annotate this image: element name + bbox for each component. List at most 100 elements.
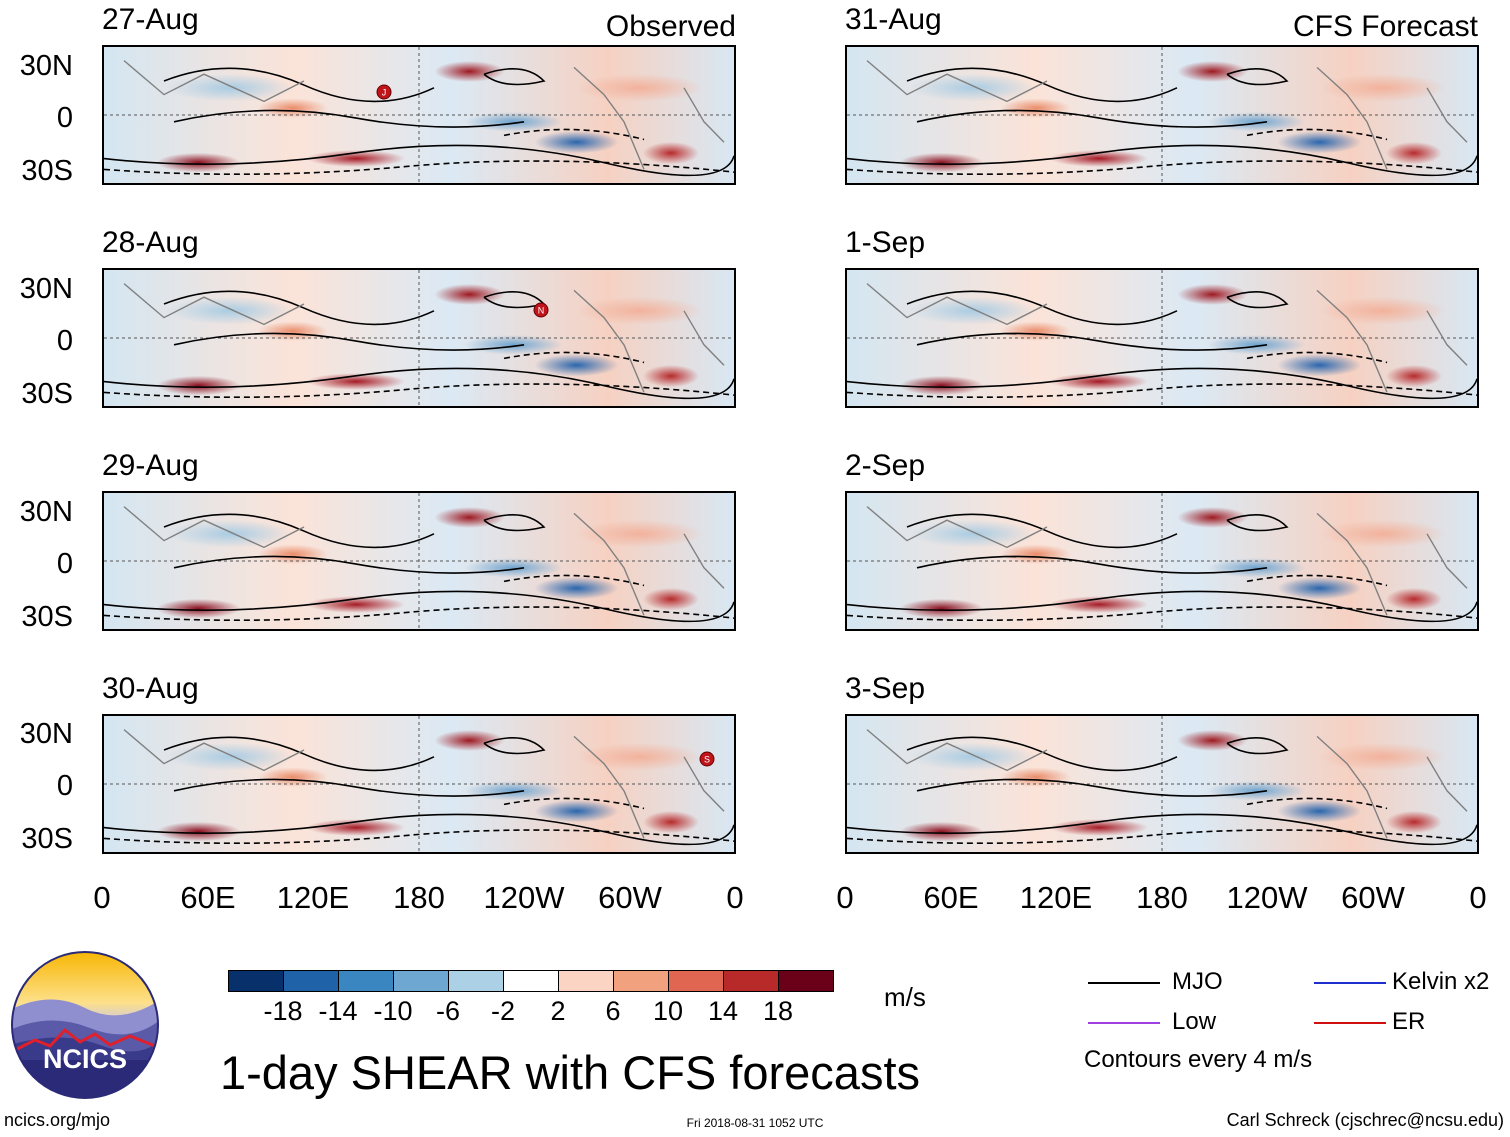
mjo-contour [847,367,1477,400]
colorbar-cell [338,970,394,992]
mjo-contour [173,555,525,574]
legend-label-kelvin: Kelvin x2 [1392,968,1490,995]
y-tick-label: 0 [56,325,73,357]
colorbar-label: 2 [550,996,566,1026]
storm-marker: N [533,302,549,318]
x-tick-label: 60W [1341,880,1405,915]
y-tick-label: 30N [19,50,73,82]
mjo-contour [916,332,1268,351]
x-tick-label: 0 [1469,880,1487,915]
shear-map-forecast-4 [845,714,1479,854]
mjo-contour [1246,351,1388,364]
mjo-contour [1226,514,1289,532]
x-tick-label: 0 [93,880,111,915]
observed-label: Observed [605,10,736,43]
legend-line-mjo [1088,982,1160,984]
mjo-contour [847,813,1477,846]
colorbar-label: 10 [652,996,684,1026]
footer-author: Carl Schreck (cjschrec@ncsu.edu) [1226,1110,1504,1130]
coastline [123,729,725,839]
map-overlay [847,270,1477,406]
colorbar-cell [283,970,339,992]
mjo-contour [916,778,1268,797]
y-tick-label: 30S [21,155,73,187]
mjo-contour [1226,291,1289,309]
mjo-contour [847,829,1477,845]
colorbar-cell [778,970,834,992]
mjo-contour [503,797,645,810]
x-tick-label: 60E [180,880,236,915]
mjo-contour [104,144,734,177]
colorbar-cell [613,970,669,992]
units-label: m/s [884,982,926,1012]
svg-text:J: J [382,88,387,98]
colorbar-label: -2 [490,996,515,1026]
legend-label-er: ER [1392,1008,1426,1035]
svg-text:N: N [538,306,545,316]
mjo-contour [163,513,435,549]
mjo-contour [483,737,546,755]
mjo-contour [104,813,734,846]
colorbar-cell [228,970,284,992]
mjo-contour [104,367,734,400]
panel-date: 1-Sep [845,226,926,259]
colorbar-label: 18 [762,996,794,1026]
x-tick-label: 0 [726,880,744,915]
ncics-logo: NCICS [10,950,160,1100]
colorbar-cell [668,970,724,992]
panel-date: 2-Sep [845,449,926,482]
footer-timestamp: Fri 2018-08-31 1052 UTC [686,1116,824,1130]
y-tick-label: 0 [56,548,73,580]
mjo-contour [483,68,546,86]
panel-date: 3-Sep [845,672,926,705]
colorbar-label: -6 [435,996,460,1026]
y-tick-label: 30N [19,718,73,750]
shear-map-forecast-1 [845,45,1479,185]
mjo-contour [847,144,1477,177]
coastline [866,60,1468,170]
x-tick-label: 60W [598,880,662,915]
mjo-contour [1246,797,1388,810]
map-overlay: N [104,270,734,406]
x-tick-label: 60E [923,880,979,915]
coastline [123,283,725,393]
mjo-contour [847,606,1477,622]
mjo-contour [104,160,734,176]
mjo-contour [1246,128,1388,141]
mjo-contour [173,778,525,797]
mjo-contour [906,736,1178,772]
y-tick-label: 0 [56,770,73,802]
panel-date: 28-Aug [102,226,199,259]
mjo-contour [163,736,435,772]
mjo-contour [163,67,435,103]
mjo-contour [483,514,546,532]
x-tick-label: 0 [836,880,854,915]
colorbar-label: -10 [373,996,413,1026]
footer-url[interactable]: ncics.org/mjo [4,1110,111,1130]
mjo-contour [906,290,1178,326]
y-tick-label: 30S [21,601,73,633]
storm-marker: J [376,84,392,100]
mjo-contour [916,109,1268,128]
shear-map-observed-1: J [102,45,736,185]
colorbar-cell [503,970,559,992]
shear-map-observed-2: N [102,268,736,408]
x-tick-label: 120E [276,880,350,915]
mjo-contour [916,555,1268,574]
chart-title: 1-day SHEAR with CFS forecasts [220,1046,920,1099]
y-tick-label: 30S [21,378,73,410]
contour-note: Contours every 4 m/s [1084,1046,1313,1073]
coastline [866,283,1468,393]
colorbar-label: 14 [707,996,739,1026]
coastline [123,60,725,170]
mjo-contour [163,290,435,326]
y-tick-label: 0 [56,102,73,134]
colorbar-cell [448,970,504,992]
colorbar-label: -14 [318,996,358,1026]
mjo-contour [847,383,1477,399]
legend-line-er [1314,1022,1386,1024]
mjo-contour [1246,574,1388,587]
panel-date: 27-Aug [102,3,199,36]
mjo-contour [104,606,734,622]
mjo-contour [104,590,734,623]
